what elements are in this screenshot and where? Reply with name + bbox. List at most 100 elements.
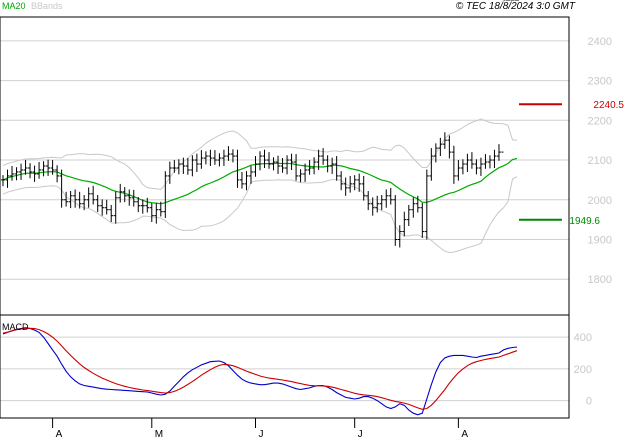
price-bar [312,157,317,175]
price-bar [1,175,5,187]
price-gridlines [0,40,569,280]
legend-bbands: BBands [31,1,63,11]
price-bar [442,132,447,149]
price-bar [438,137,443,157]
macd-lines [2,327,518,416]
macd-title: MACD [2,322,29,332]
price-tick-label: 2100 [588,155,612,167]
price-bar [113,191,118,224]
price-tick-label: 2300 [588,76,612,88]
price-bar [176,159,181,175]
price-bar [10,166,15,181]
price-bar [167,161,172,184]
price-bar [28,163,33,179]
price-bar [375,195,380,213]
price-bar [397,225,402,248]
price-bar [501,0,506,153]
price-bar [343,177,348,196]
price-bar [262,149,267,168]
month-label: A [56,429,63,440]
price-bar [294,154,299,181]
month-label: J [358,429,363,440]
price-tick-label: 2200 [588,115,612,127]
price-bar [496,144,501,161]
price-bar [14,167,19,181]
price-bar [258,151,262,171]
price-bar [267,152,272,169]
price-bar [321,148,326,165]
macd-gridlines [0,336,569,402]
price-bar [298,169,303,183]
price-bar [487,155,492,169]
price-bar [289,153,294,170]
price-bar [366,191,371,211]
price-bar [230,149,235,163]
price-bar [406,204,411,226]
price-bar [334,156,339,181]
price-bar [5,169,10,188]
price-bar [145,197,150,213]
price-bar [91,185,96,205]
price-bar [32,165,37,182]
price-bar [303,163,308,182]
price-bar [330,157,335,174]
legend-ma20: MA20 [2,1,26,11]
price-bar [226,146,231,161]
price-bar [212,150,217,165]
price-bar [104,199,109,215]
price-bar [203,151,208,165]
price-bar [217,153,222,167]
macd-line [2,327,518,416]
price-bar [82,195,87,211]
price-bar [325,155,330,173]
price-bar [483,154,488,169]
price-panel-frame [0,16,570,316]
price-bar [185,158,190,175]
price-bar [172,160,177,173]
month-label: A [461,429,468,440]
price-bar [239,171,244,189]
price-bar [122,187,127,203]
price-bar [55,165,60,183]
price-bar [465,153,470,172]
macd-axis: 0 200 400 [574,332,592,407]
price-bar [433,143,438,163]
price-bar [158,201,163,217]
price-bar [411,197,416,218]
price-bar [109,204,114,223]
price-bar [95,195,100,213]
price-bar [64,191,69,207]
price-bar [235,149,240,188]
price-levels: 2240.5 1949.6 [519,100,624,227]
price-bar [384,189,389,208]
price-bar [370,197,375,216]
resistance-label: 2240.5 [593,100,624,111]
bband-lower [2,176,518,254]
price-bar [23,160,28,175]
price-bar [352,175,357,191]
price-bar [50,160,55,175]
month-label: M [155,429,163,440]
price-bar [140,199,145,214]
price-bar [388,187,393,205]
month-label: J [258,429,263,440]
price-bar [393,195,398,246]
price-bar [415,195,420,213]
macd-panel-frame [0,314,570,419]
macd-tick-label: 400 [574,332,592,344]
price-bar [280,158,285,173]
price-bar [46,159,51,176]
price-bar [276,155,281,174]
price-bar [73,189,78,208]
price-bar [248,165,253,184]
price-bar [163,171,168,219]
price-bar [451,145,456,184]
price-bar [37,162,42,179]
price-bar [221,149,226,166]
support-label: 1949.6 [569,216,600,227]
price-bar [402,211,407,237]
price-tick-label: 2000 [588,195,612,207]
price-bar [199,150,204,169]
